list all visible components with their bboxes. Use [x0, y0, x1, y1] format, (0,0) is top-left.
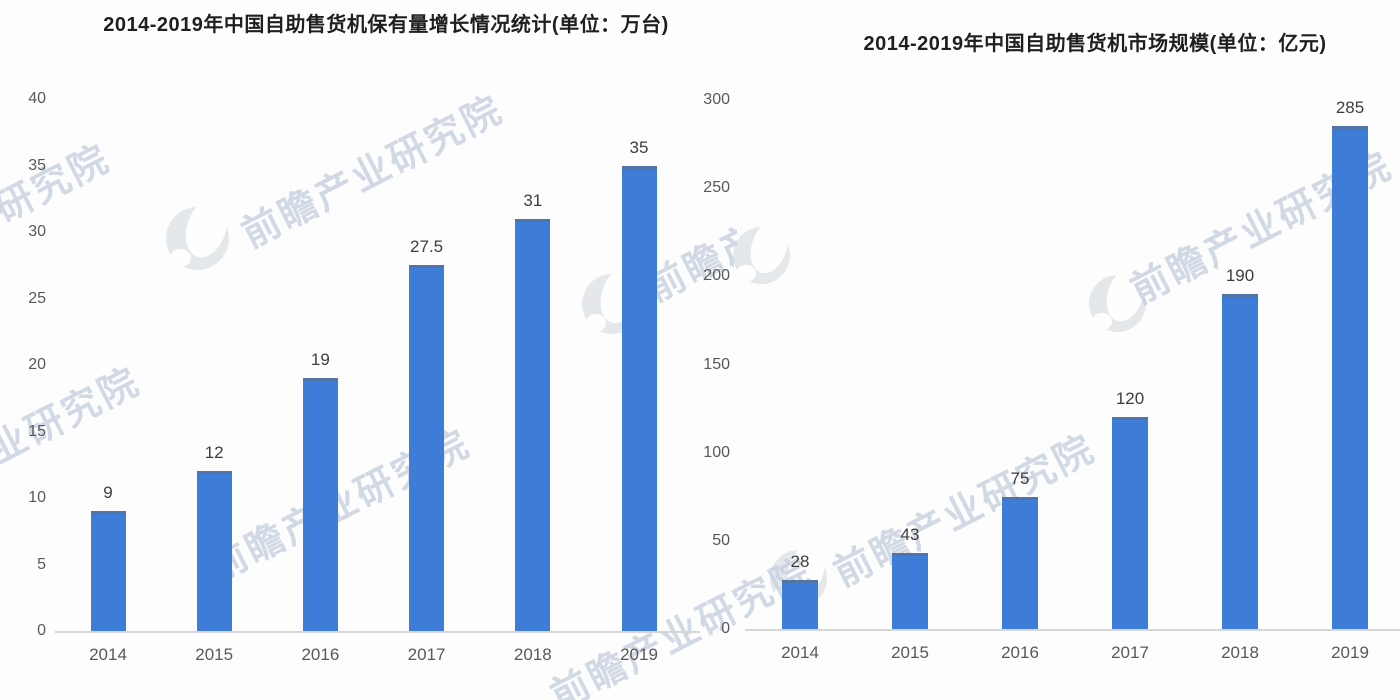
x-axis-line — [745, 629, 1400, 631]
bar-2014 — [782, 579, 818, 629]
bar-2017 — [409, 265, 445, 631]
bar-value-label: 190 — [1225, 265, 1255, 285]
bar-2014 — [90, 511, 126, 631]
bar-2015 — [196, 471, 232, 631]
bar-value-label: 28 — [790, 551, 810, 571]
chart-vending-machine-ownership: 2014-2019年中国自助售货机保有量增长情况统计(单位：万台) 0 5 10 15… — [28, 14, 700, 664]
y-axis-tick-label: 5 — [37, 555, 46, 573]
y-axis-tick-label: 10 — [28, 489, 46, 506]
y-axis-tick-label: 200 — [703, 267, 730, 285]
bar-value-label: 75 — [1010, 468, 1030, 488]
x-axis-category-label: 2015 — [195, 645, 234, 664]
x-axis-category-label: 2017 — [1111, 643, 1149, 662]
bar-value-label: 120 — [1115, 389, 1145, 409]
bar-2018 — [1222, 293, 1258, 629]
bar-value-label: 35 — [629, 137, 649, 157]
bar-value-label: 9 — [103, 483, 113, 503]
x-axis-category-label: 2018 — [513, 645, 552, 664]
y-axis-tick-label: 15 — [28, 422, 46, 440]
x-axis-category-label: 2018 — [1221, 643, 1259, 662]
bar-value-label: 285 — [1335, 98, 1365, 118]
x-axis-category-label: 2015 — [891, 643, 929, 662]
y-axis-tick-label: 40 — [28, 90, 46, 107]
bar-2019 — [621, 165, 657, 631]
x-axis-category-label: 2016 — [1001, 643, 1039, 662]
y-axis-tick-label: 150 — [703, 355, 730, 373]
bar-value-label: 27.5 — [410, 237, 444, 257]
bar-2016 — [1002, 496, 1038, 629]
y-axis-tick-label: 35 — [28, 156, 46, 174]
y-axis-tick-label: 0 — [721, 620, 730, 637]
y-axis-tick-label: 250 — [703, 179, 730, 197]
y-axis-tick-label: 100 — [703, 443, 730, 461]
chart-vending-machine-market-size: 2014-2019年中国自助售货机市场规模(单位：亿元) 0 50 100 150 20… — [700, 0, 1400, 700]
bar-2019 — [1332, 126, 1368, 629]
y-axis-tick-label: 50 — [712, 531, 730, 549]
x-axis-category-label: 2016 — [301, 645, 340, 664]
bar-2017 — [1112, 417, 1148, 629]
bar-value-label: 43 — [900, 525, 920, 545]
y-axis-tick-label: 300 — [703, 91, 730, 108]
x-axis-line — [55, 631, 700, 633]
bar-2018 — [515, 218, 551, 631]
y-axis-tick-label: 25 — [28, 289, 46, 307]
y-axis-tick-label: 20 — [28, 356, 46, 373]
y-axis-tick-label: 30 — [28, 223, 46, 240]
x-axis-category-label: 2017 — [407, 645, 446, 664]
bar-2015 — [892, 553, 928, 629]
x-axis-category-label: 2019 — [1331, 643, 1369, 662]
x-axis-category-label: 2019 — [620, 645, 658, 664]
bar-2016 — [302, 378, 338, 631]
chart-title: 2014-2019年中国自助售货机保有量增长情况统计(单位：万台) — [103, 14, 669, 36]
chart-title: 2014-2019年中国自助售货机市场规模(单位：亿元) — [863, 33, 1327, 55]
x-axis-category-label: 2014 — [781, 643, 819, 662]
bar-value-label: 31 — [523, 190, 543, 210]
bar-value-label: 12 — [204, 443, 224, 463]
x-axis-category-label: 2014 — [89, 645, 127, 664]
bar-value-label: 19 — [310, 350, 330, 370]
y-axis-tick-label: 0 — [37, 622, 46, 639]
